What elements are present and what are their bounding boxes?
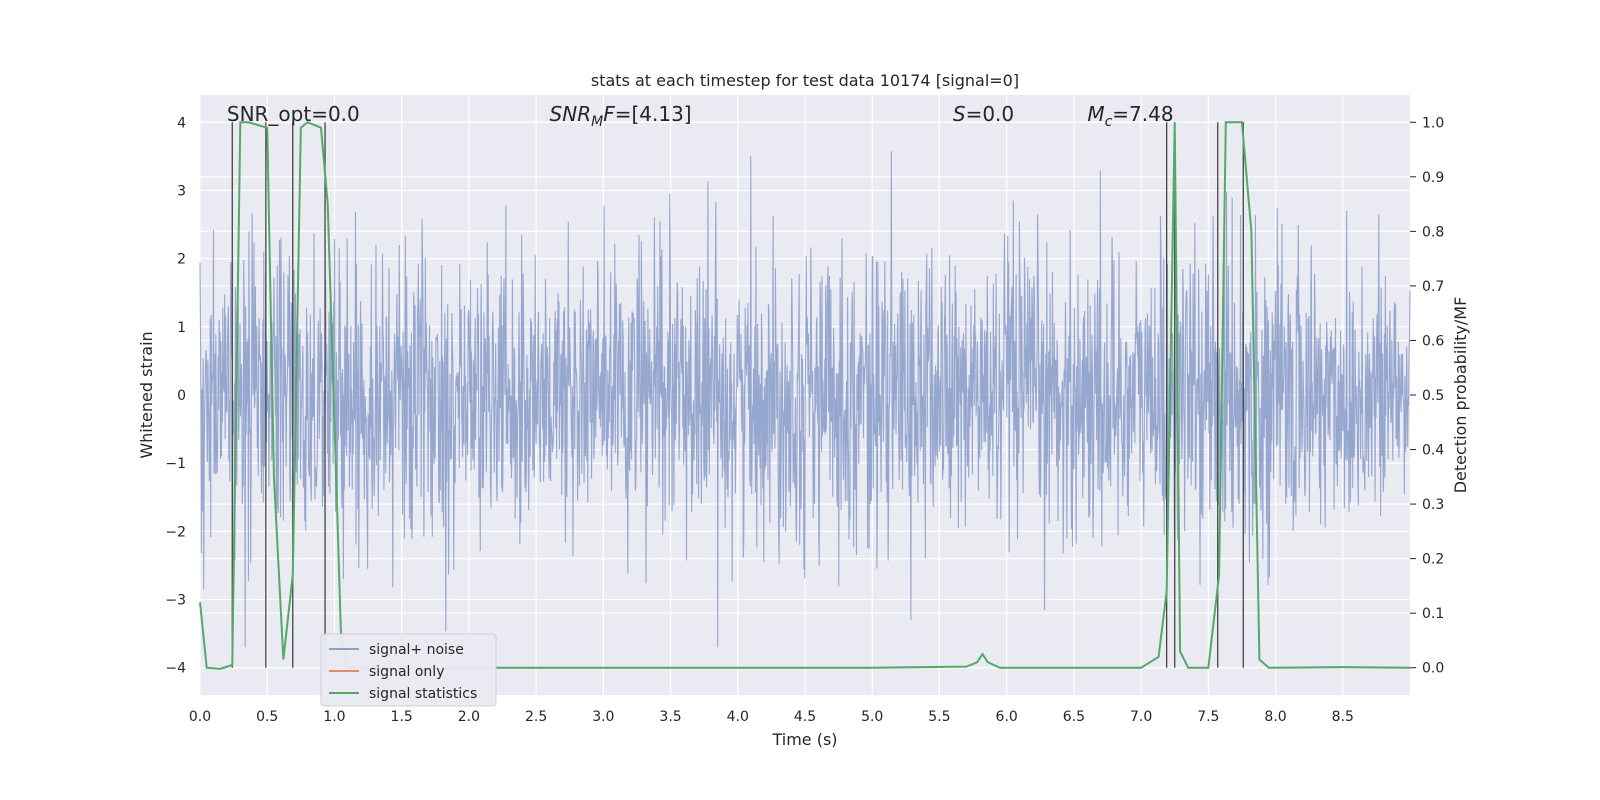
annotation-text: S=0.0	[953, 102, 1014, 126]
x-tick-labels: 0.0 0.5 1.0 1.5 2.0 2.5 3.0 3.5 4.0 4.5 5.0 5.5 6.0 6…	[189, 709, 1354, 725]
legend: signal+ noise signal only signal statist…	[320, 633, 497, 707]
x-tick-label: 1.5	[391, 709, 413, 725]
signal-statistics-line	[199, 121, 1411, 670]
legend-label-statistics: signal statistics	[369, 686, 477, 702]
y2-tick-label: 0.5	[1422, 388, 1444, 404]
y-tick-labels: −4 −3 −2 −1 0 1 2 3 4	[165, 115, 186, 676]
y-tick-label: −3	[165, 593, 186, 609]
x-tick-label: 4.5	[794, 709, 816, 725]
y2-tick-label: 0.2	[1422, 552, 1444, 568]
y-tick-label: −1	[165, 456, 186, 472]
x-tick-label: 0.0	[189, 709, 211, 725]
y2-tick-label: 0.3	[1422, 497, 1444, 513]
signal-statistics-series	[199, 121, 1411, 670]
y2-tick-label: 0.9	[1422, 170, 1444, 186]
y2-tick-label: 0.1	[1422, 606, 1444, 622]
x-tick-label: 8.0	[1264, 709, 1286, 725]
y2-tick-labels: 0.0 0.1 0.2 0.3 0.4 0.5 0.6 0.7 0.8 0.9 1.0	[1410, 115, 1444, 677]
legend-box	[320, 633, 497, 707]
y-tick-label: −2	[165, 524, 186, 540]
annotation-text: SNR_opt=0.0	[227, 102, 360, 126]
annotation-text: SNRMF=[4.13]	[550, 102, 692, 130]
x-tick-label: 3.5	[659, 709, 681, 725]
y-tick-label: 2	[177, 252, 186, 268]
x-tick-label: 4.0	[727, 709, 749, 725]
x-tick-label: 1.0	[323, 709, 345, 725]
annotation-text: Mc=7.48	[1087, 102, 1173, 130]
legend-label-signal-only: signal only	[369, 664, 444, 680]
y2-tick-label: 0.7	[1422, 279, 1444, 295]
y-tick-label: −4	[165, 661, 186, 677]
x-tick-label: 5.0	[861, 709, 883, 725]
y-tick-label: 1	[177, 320, 186, 336]
y2-tick-label: 0.8	[1422, 224, 1444, 240]
x-tick-label: 7.0	[1130, 709, 1152, 725]
y-tick-label: 3	[177, 183, 186, 199]
chart-title: stats at each timestep for test data 101…	[591, 71, 1019, 90]
x-tick-label: 7.5	[1197, 709, 1219, 725]
y2-tick-label: 0.0	[1422, 661, 1444, 677]
x-axis-label: Time (s)	[771, 730, 837, 749]
annotations: SNR_opt=0.0 SNRMF=[4.13] S=0.0 Mc=7.48	[227, 102, 1174, 130]
y2-axis-label: Detection probability/MF	[1451, 297, 1470, 494]
legend-label-noise: signal+ noise	[369, 642, 464, 658]
x-tick-label: 0.5	[256, 709, 278, 725]
y2-tick-label: 1.0	[1422, 115, 1444, 131]
y2-tick-label: 0.6	[1422, 333, 1444, 349]
y-axis-label: Whitened strain	[137, 331, 156, 458]
y-tick-label: 4	[177, 115, 186, 131]
y-tick-label: 0	[177, 388, 186, 404]
x-tick-label: 6.0	[996, 709, 1018, 725]
x-tick-label: 2.0	[458, 709, 480, 725]
x-tick-label: 2.5	[525, 709, 547, 725]
x-tick-label: 8.5	[1332, 709, 1354, 725]
noise-series	[199, 151, 1411, 648]
y2-tick-label: 0.4	[1422, 443, 1444, 459]
x-tick-label: 3.0	[592, 709, 614, 725]
x-tick-label: 5.5	[928, 709, 950, 725]
x-tick-label: 6.5	[1063, 709, 1085, 725]
noise-line	[199, 151, 1411, 648]
